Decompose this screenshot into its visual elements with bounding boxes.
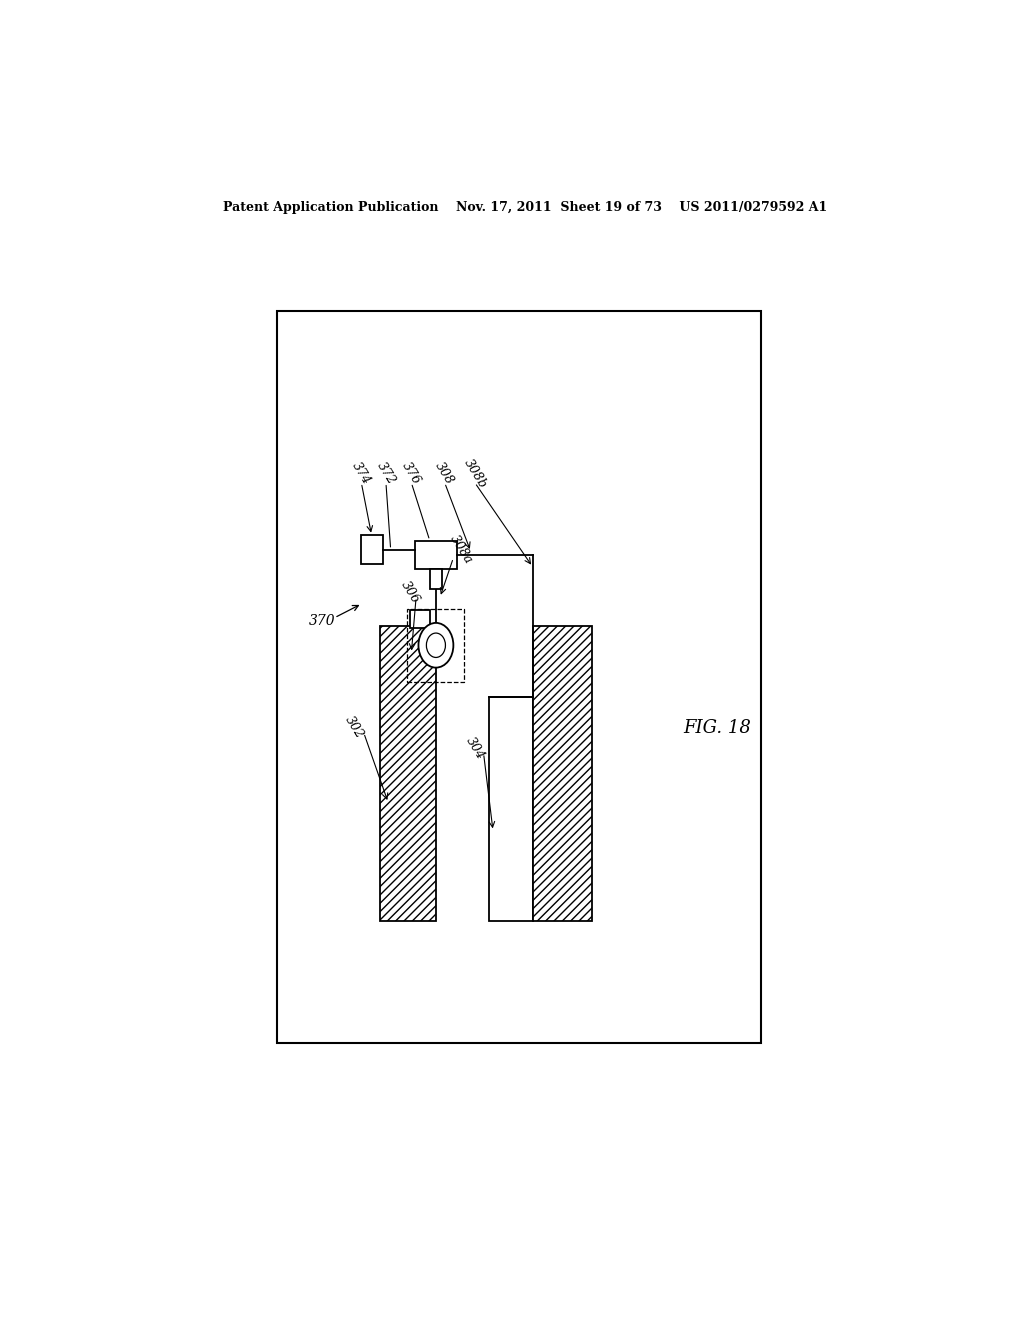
Bar [360,536,383,564]
Text: 374: 374 [349,459,373,487]
Text: 304: 304 [464,734,487,762]
Text: 376: 376 [399,459,423,487]
Bar [532,626,592,921]
Text: 372: 372 [374,459,397,487]
Bar [489,697,532,921]
Bar [278,312,761,1043]
Bar [430,569,442,589]
Bar [416,541,457,569]
Bar [380,626,436,921]
Text: 370: 370 [309,614,336,628]
Bar [410,610,430,628]
Text: 308b: 308b [461,457,488,491]
Bar [408,609,465,682]
Text: 302: 302 [342,714,366,742]
Circle shape [419,623,454,668]
Text: FIG. 18: FIG. 18 [684,718,752,737]
Text: Patent Application Publication    Nov. 17, 2011  Sheet 19 of 73    US 2011/02795: Patent Application Publication Nov. 17, … [222,201,827,214]
Text: 306: 306 [398,578,422,606]
Circle shape [426,634,445,657]
Text: 308: 308 [433,459,457,487]
Text: 308a: 308a [447,533,475,566]
